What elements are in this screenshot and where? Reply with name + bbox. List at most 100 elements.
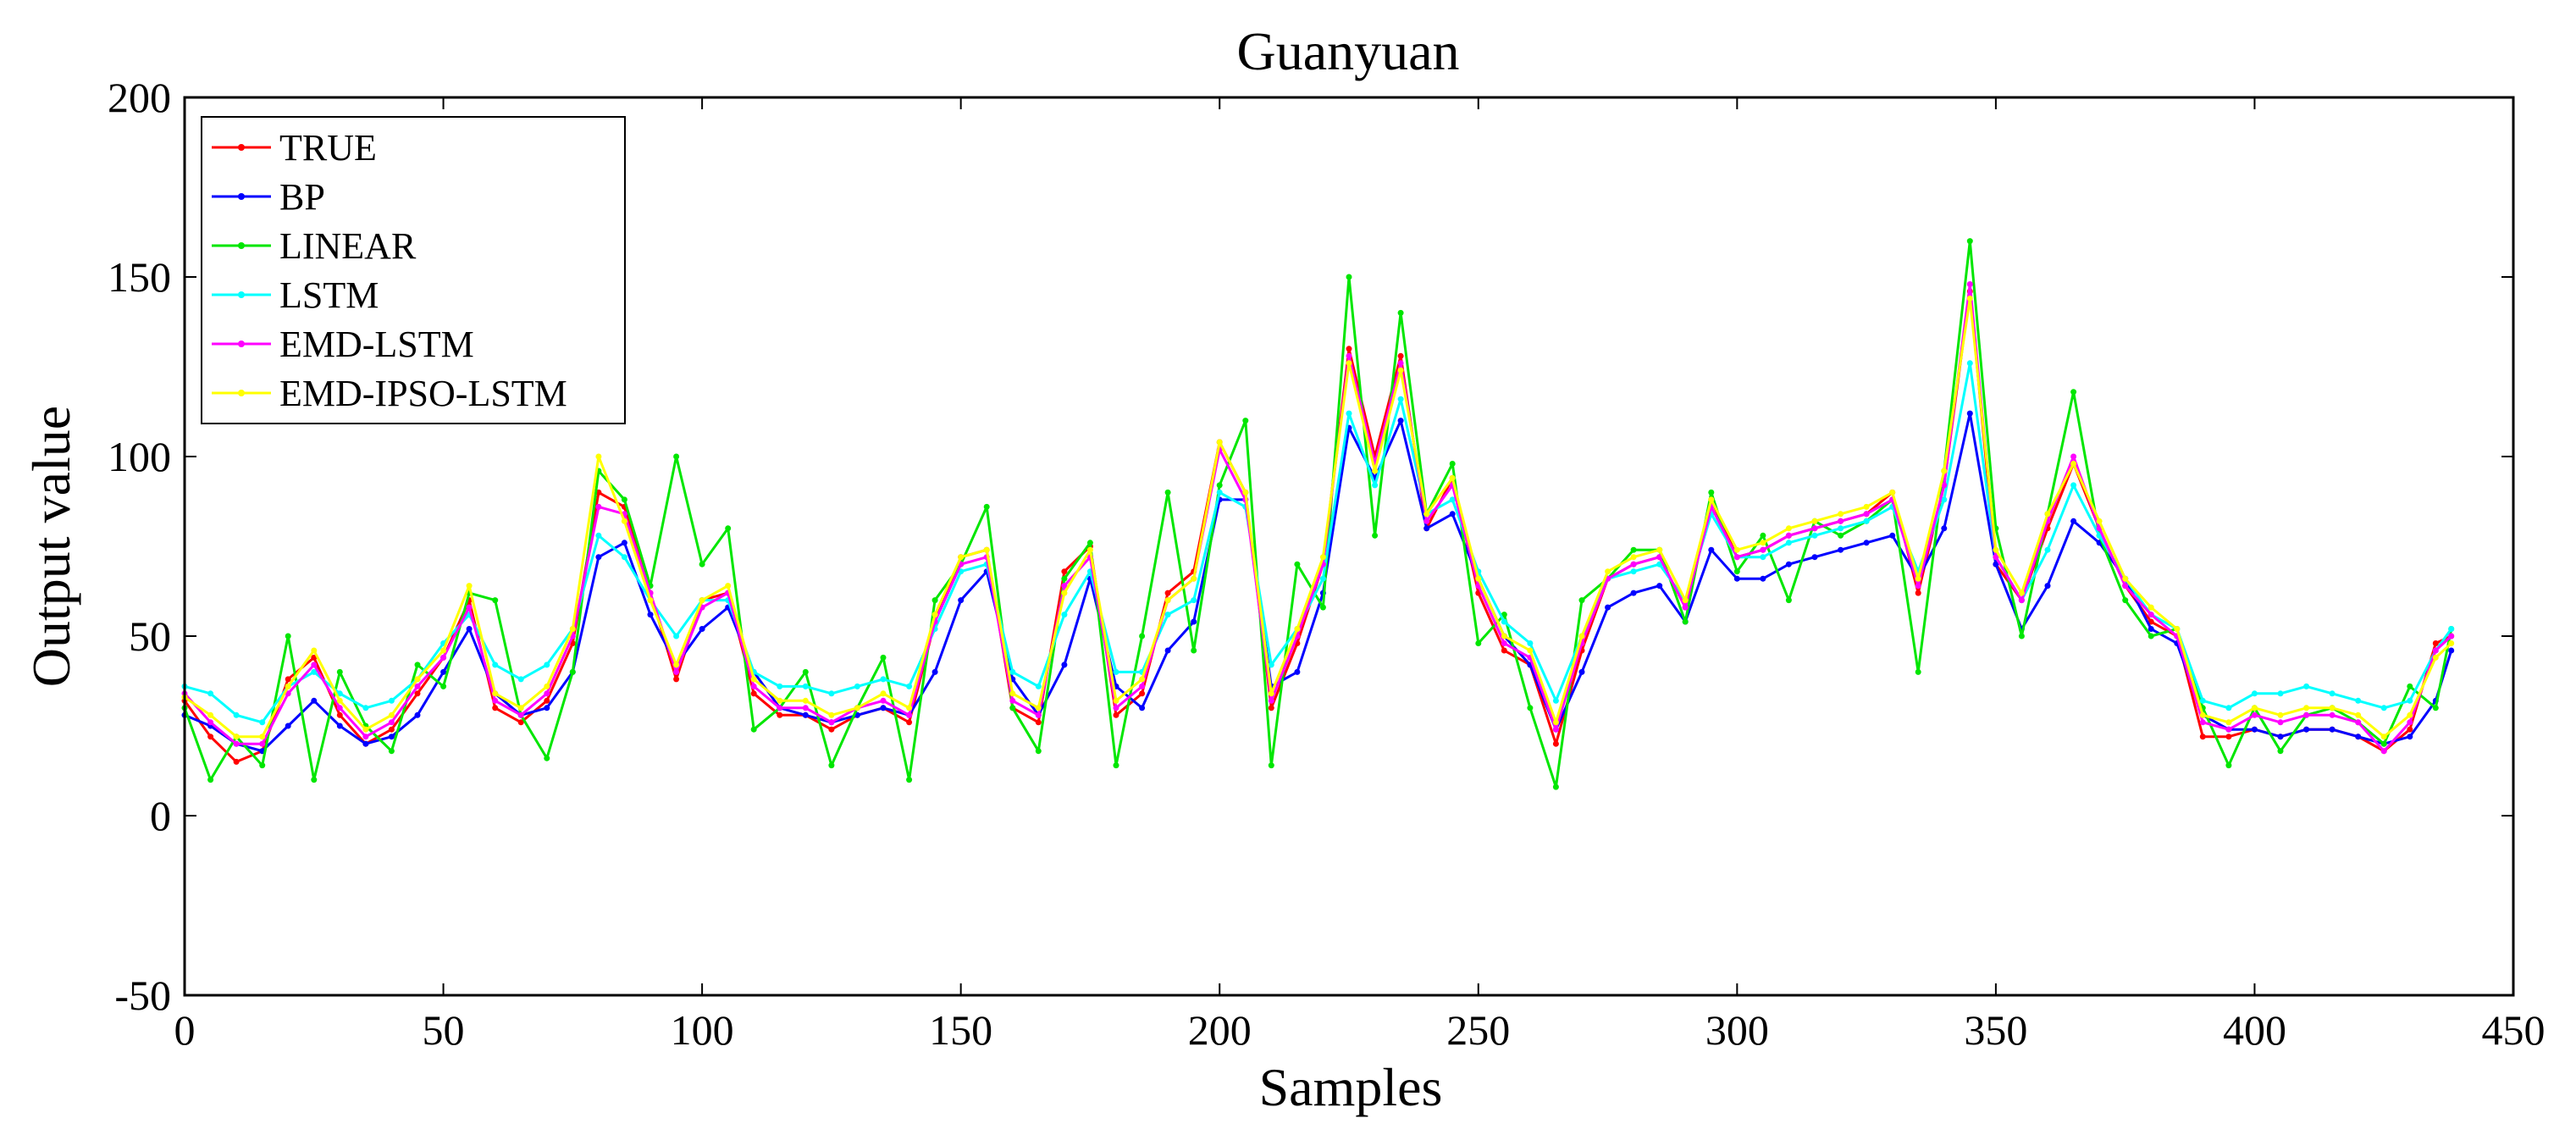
data-point (1838, 532, 1844, 539)
legend-item: BP (212, 176, 325, 218)
data-point (388, 711, 395, 718)
data-point (2225, 719, 2232, 726)
data-point (1682, 597, 1689, 604)
data-point (336, 711, 343, 718)
data-point (311, 697, 318, 704)
data-point (2407, 734, 2413, 740)
legend-marker (238, 193, 245, 200)
data-point (621, 540, 627, 546)
data-point (1552, 719, 1559, 726)
data-point (2070, 518, 2077, 524)
data-point (673, 676, 680, 683)
data-point (699, 626, 705, 632)
data-point (1061, 662, 1068, 668)
data-point (1268, 762, 1274, 769)
legend-label: LSTM (279, 274, 379, 316)
data-point (2070, 482, 2077, 489)
data-point (1966, 360, 1973, 367)
data-point (1397, 367, 1404, 374)
data-point (1733, 546, 1740, 553)
data-point (1630, 590, 1637, 596)
data-point (2199, 711, 2206, 718)
data-point (1346, 360, 1352, 367)
data-point (285, 633, 291, 639)
data-point (1578, 668, 1585, 675)
data-point (595, 532, 602, 539)
data-point (2448, 647, 2455, 654)
data-point (492, 597, 499, 604)
data-point (1086, 546, 1093, 553)
data-point (207, 711, 214, 718)
legend-label: LINEAR (279, 225, 417, 267)
data-point (1164, 597, 1171, 604)
data-point (1164, 590, 1171, 596)
data-point (1811, 532, 1818, 539)
legend-label: TRUE (279, 127, 377, 169)
data-point (1397, 352, 1404, 359)
data-point (1268, 697, 1274, 704)
data-point (1941, 482, 1948, 489)
data-point (750, 683, 757, 689)
plot-frame (183, 96, 2515, 997)
data-point (802, 697, 809, 704)
data-point (1785, 532, 1792, 539)
data-point (414, 683, 421, 689)
data-point (1423, 518, 1430, 524)
data-point (1113, 697, 1119, 704)
y-tick-label: 200 (108, 74, 171, 121)
data-point (828, 762, 835, 769)
data-point (1501, 618, 1507, 625)
legend-item: TRUE (212, 127, 377, 169)
data-point (466, 583, 473, 590)
x-axis: 0 50 100 150 200 250 300 350 400 450 (174, 97, 2546, 1054)
data-point (1268, 690, 1274, 697)
data-point (207, 719, 214, 726)
data-point (2277, 719, 2284, 726)
data-point (440, 647, 447, 654)
data-point (414, 690, 421, 697)
data-point (2380, 734, 2387, 740)
data-point (2432, 647, 2439, 654)
y-tick-label: 0 (150, 792, 171, 839)
data-point (285, 723, 291, 729)
data-point (2148, 618, 2154, 625)
data-point (414, 711, 421, 718)
data-point (1319, 604, 1326, 611)
data-point (2329, 711, 2336, 718)
data-point (1113, 705, 1119, 711)
data-point (1527, 640, 1534, 646)
data-point (1760, 575, 1766, 582)
data-point (1346, 352, 1352, 359)
data-point (517, 719, 524, 726)
data-point (777, 711, 783, 718)
legend-marker (238, 340, 245, 347)
data-point (802, 668, 809, 675)
data-point (1838, 546, 1844, 553)
data-point (1191, 597, 1197, 604)
x-tick-label: 150 (929, 1006, 992, 1054)
data-point (1915, 590, 1921, 596)
legend-item: LINEAR (212, 225, 417, 267)
data-point (285, 676, 291, 683)
data-point (1113, 762, 1119, 769)
data-point (906, 777, 913, 783)
data-point (906, 719, 913, 726)
data-point (1372, 468, 1379, 474)
data-point (2355, 697, 2362, 704)
x-tick-label: 300 (1705, 1006, 1769, 1054)
data-point (958, 597, 965, 604)
data-point (2277, 734, 2284, 740)
data-point (2407, 683, 2413, 689)
data-point (1139, 690, 1146, 697)
data-point (207, 734, 214, 740)
data-point (285, 683, 291, 689)
legend-marker (238, 144, 245, 151)
data-point (311, 668, 318, 675)
data-point (440, 654, 447, 661)
data-point (1139, 683, 1146, 689)
legend-marker (238, 390, 245, 396)
data-point (1785, 540, 1792, 546)
data-point (1475, 575, 1482, 582)
data-point (388, 748, 395, 755)
data-point (259, 762, 266, 769)
